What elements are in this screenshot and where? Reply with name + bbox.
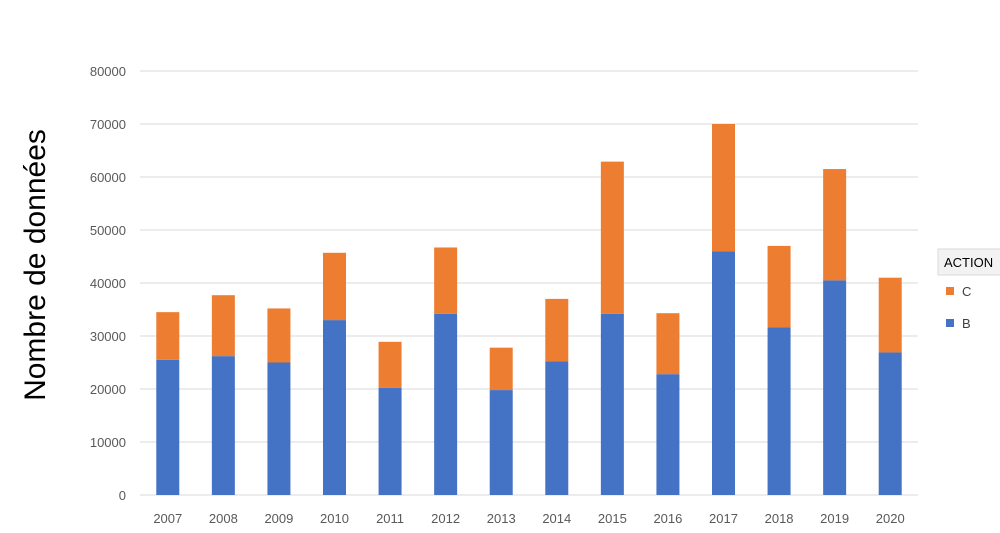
y-tick-label: 30000	[90, 329, 126, 344]
legend: ACTION C B	[937, 248, 1000, 331]
bar-segment-b-2014	[545, 361, 569, 495]
bar-segment-c-2019	[823, 169, 847, 281]
y-tick-label: 10000	[90, 435, 126, 450]
bar-segment-c-2011	[378, 341, 402, 388]
legend-title: ACTION	[944, 255, 993, 270]
bar-segment-c-2007	[156, 312, 180, 360]
y-tick-label: 80000	[90, 64, 126, 79]
bar-segment-b-2011	[378, 387, 402, 495]
bar-segment-c-2013	[489, 347, 513, 391]
bar-segment-b-2018	[767, 327, 791, 495]
bar-segment-c-2018	[767, 245, 791, 328]
gridlines	[140, 70, 918, 496]
x-tick-label: 2020	[876, 511, 905, 526]
legend-title-box	[937, 248, 1000, 276]
bar-segment-b-2019	[823, 280, 847, 495]
y-tick-label: 60000	[90, 170, 126, 185]
x-tick-label: 2018	[765, 511, 794, 526]
y-tick-label: 0	[119, 488, 126, 503]
legend-entry-c: C	[962, 284, 971, 299]
bar-segment-b-2008	[211, 356, 235, 495]
bar-segment-b-2017	[712, 251, 735, 495]
bar-segment-c-2010	[323, 252, 346, 321]
x-tick-label: 2009	[264, 511, 293, 526]
y-tick-label: 40000	[90, 276, 126, 291]
bar-segment-b-2013	[489, 390, 513, 495]
legend-swatch-c	[946, 287, 954, 295]
x-tick-label: 2011	[376, 511, 404, 526]
legend-entry-b: B	[962, 316, 971, 331]
bar-segment-b-2007	[156, 359, 180, 495]
bar-segment-c-2014	[545, 298, 569, 362]
y-tick-label: 70000	[90, 117, 126, 132]
y-axis-label: Nombre de données	[19, 129, 52, 401]
bars	[156, 124, 902, 495]
x-tick-label: 2013	[487, 511, 516, 526]
bar-segment-c-2015	[600, 161, 624, 314]
bar-segment-b-2012	[434, 313, 458, 495]
x-tick-label: 2010	[320, 511, 349, 526]
bar-segment-b-2015	[600, 313, 624, 495]
x-tick-label: 2012	[431, 511, 460, 526]
bar-segment-c-2017	[712, 124, 735, 252]
x-tick-label: 2014	[542, 511, 571, 526]
x-tick-labels: 2007 2008 2009 2010 2011 2012 2013 2014 2015 2016…	[153, 511, 904, 526]
x-tick-label: 2015	[598, 511, 627, 526]
x-tick-label: 2017	[709, 511, 738, 526]
bar-segment-b-2009	[267, 362, 291, 495]
bar-segment-c-2009	[267, 308, 291, 363]
bar-segment-b-2010	[323, 320, 346, 495]
bar-segment-c-2008	[211, 295, 235, 357]
bar-segment-c-2016	[656, 313, 680, 375]
bar-segment-c-2012	[434, 247, 458, 314]
bar-segment-b-2016	[656, 374, 680, 495]
x-tick-label: 2008	[209, 511, 238, 526]
y-tick-label: 50000	[90, 223, 126, 238]
bar-segment-c-2020	[878, 277, 902, 353]
bar-segment-b-2020	[878, 352, 902, 495]
y-tick-labels: 0 10000 20000 30000 40000 50000 60000 70000 8000…	[90, 64, 126, 503]
x-tick-label: 2007	[153, 511, 182, 526]
x-tick-label: 2019	[820, 511, 849, 526]
y-tick-label: 20000	[90, 382, 126, 397]
x-tick-label: 2016	[653, 511, 682, 526]
legend-swatch-b	[946, 319, 954, 327]
